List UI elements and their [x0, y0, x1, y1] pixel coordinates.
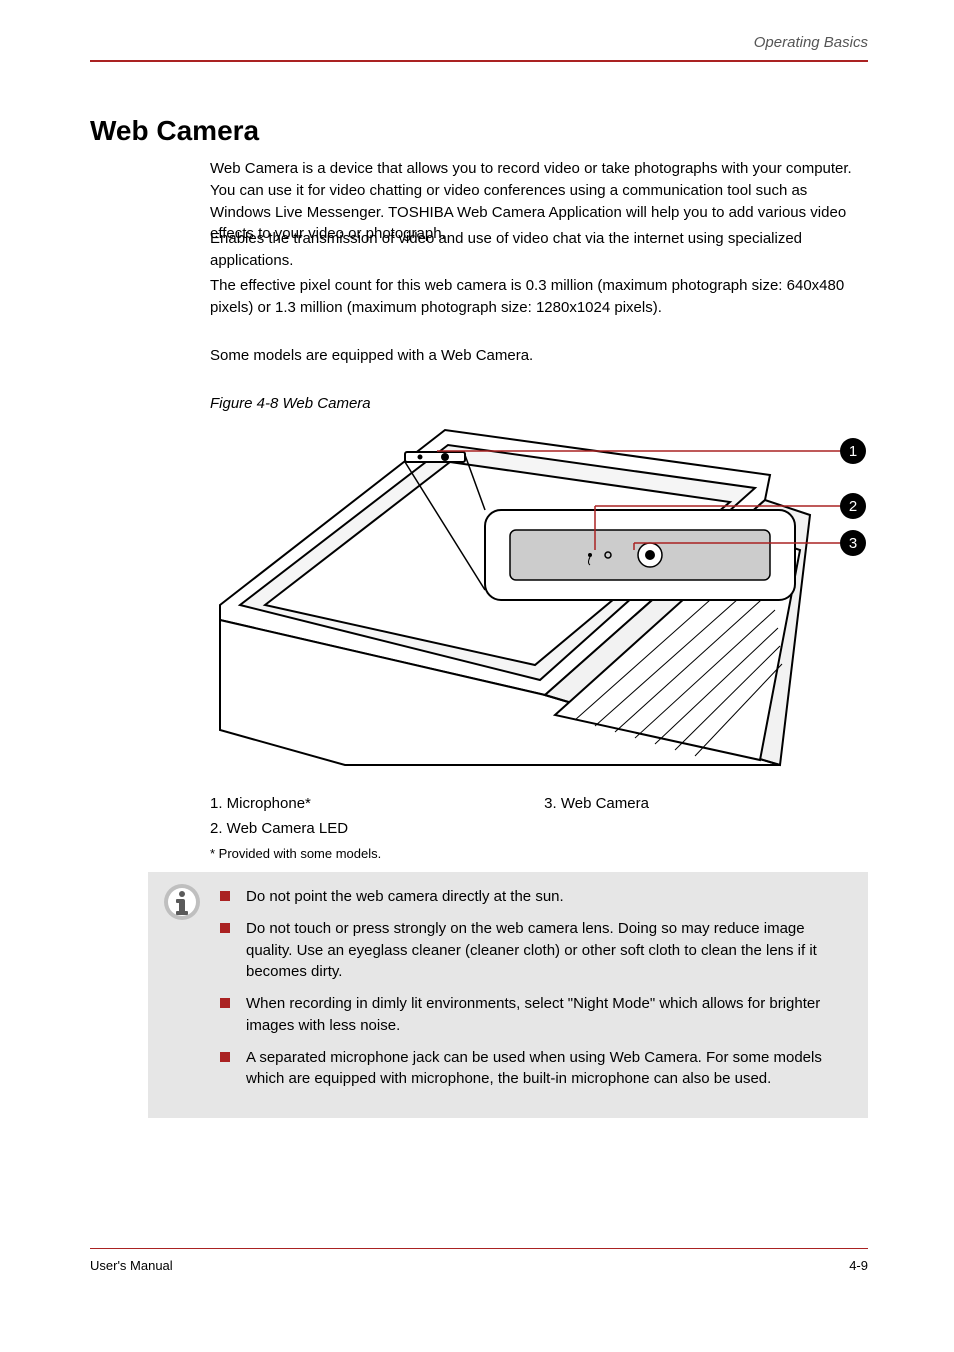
note-text: A separated microphone jack can be used …	[246, 1049, 822, 1088]
figure-labels-row2: 2. Web Camera LED	[210, 820, 868, 837]
figure-labels-row1: 1. Microphone* 3. Web Camera	[210, 795, 868, 812]
label-footnote: * Provided with some models.	[210, 846, 381, 861]
figure-webcam: 1 2 3	[210, 420, 868, 780]
footer-rule	[90, 1248, 868, 1249]
note-item: A separated microphone jack can be used …	[220, 1047, 852, 1091]
paragraph-pixels: The effective pixel count for this web c…	[210, 275, 868, 319]
paragraph-transmission: Enables the transmission of video and us…	[210, 228, 868, 272]
note-text: When recording in dimly lit environments…	[246, 995, 820, 1034]
note-item: Do not touch or press strongly on the we…	[220, 918, 852, 983]
header-rule	[90, 60, 868, 62]
webcam-diagram-svg: 1 2 3	[210, 420, 868, 780]
figure-caption: Figure 4-8 Web Camera	[210, 395, 371, 412]
note-list: Do not point the web camera directly at …	[220, 886, 852, 1090]
header-text: Operating Basics	[754, 34, 868, 51]
note-text: Do not point the web camera directly at …	[246, 888, 564, 905]
note-item: Do not point the web camera directly at …	[220, 886, 852, 908]
bullet-icon	[220, 891, 230, 901]
label-microphone: 1. Microphone*	[210, 795, 540, 812]
callout-2: 2	[849, 498, 857, 515]
bullet-icon	[220, 1052, 230, 1062]
section-title: Web Camera	[90, 115, 259, 147]
callout-3: 3	[849, 535, 857, 552]
label-webcam: 3. Web Camera	[544, 795, 649, 812]
footer-left: User's Manual	[90, 1258, 173, 1273]
note-text: Do not touch or press strongly on the we…	[246, 920, 817, 981]
page: Operating Basics Web Camera Web Camera i…	[0, 0, 954, 1352]
note-item: When recording in dimly lit environments…	[220, 993, 852, 1037]
footer-right: 4-9	[849, 1258, 868, 1273]
label-webcam-led: 2. Web Camera LED	[210, 820, 540, 837]
note-box: Do not point the web camera directly at …	[148, 872, 868, 1118]
callout-1: 1	[849, 443, 857, 460]
paragraph-equipped: Some models are equipped with a Web Came…	[210, 345, 868, 367]
info-icon	[162, 882, 202, 922]
bullet-icon	[220, 923, 230, 933]
bullet-icon	[220, 998, 230, 1008]
